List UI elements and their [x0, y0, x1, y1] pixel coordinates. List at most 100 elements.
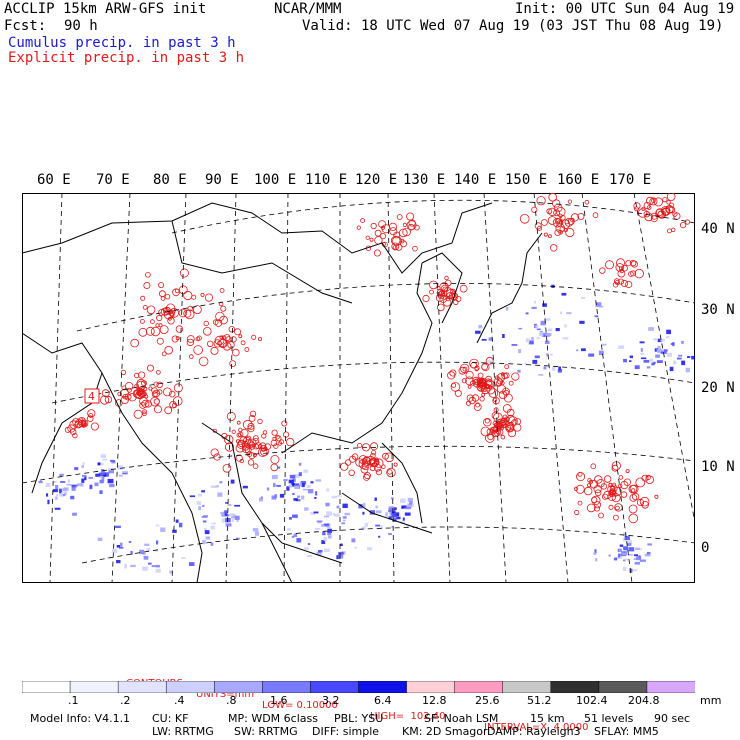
cumulus-precip-cell — [276, 485, 281, 487]
cumulus-precip-cell — [148, 562, 152, 565]
cumulus-precip-cell — [562, 337, 569, 340]
cumulus-precip-cell — [535, 325, 539, 330]
explicit-precip-contour — [74, 419, 84, 428]
cumulus-precip-cell — [254, 531, 259, 536]
cumulus-precip-cell — [502, 334, 505, 338]
cumulus-precip-cell — [566, 312, 572, 315]
cumulus-precip-cell — [328, 535, 332, 539]
cumulus-precip-cell — [666, 329, 671, 335]
explicit-precip-contour — [402, 227, 411, 237]
cumulus-precip-cell — [198, 506, 201, 511]
cumulus-precip-cell — [99, 490, 103, 494]
cumulus-precip-cell — [633, 558, 637, 560]
cumulus-precip-cell — [594, 315, 599, 318]
cumulus-precip-cell — [71, 486, 77, 489]
cumulus-precip-cell — [623, 559, 626, 562]
explicit-precip-contour — [465, 400, 471, 406]
explicit-precip-contour — [575, 484, 585, 494]
colorbar-tick: 3.2 — [322, 694, 340, 707]
cumulus-precip-cell — [380, 525, 383, 530]
explicit-precip-contour — [138, 327, 148, 337]
explicit-precip-contour — [558, 229, 563, 235]
explicit-precip-contour — [150, 326, 161, 337]
cumulus-precip-cell — [46, 493, 49, 497]
cumulus-precip-cell — [536, 328, 541, 331]
contours-interval: INTERVAL=X 4.0000 — [484, 722, 589, 733]
explicit-precip-contour — [384, 452, 395, 463]
explicit-precip-contour — [555, 218, 561, 224]
cumulus-precip-cell — [252, 528, 259, 532]
explicit-precip-contour — [412, 245, 418, 252]
explicit-precip-contour — [639, 496, 650, 507]
model-info: Model Info: V4.1.1 — [30, 712, 131, 725]
cumulus-precip-cell — [45, 483, 51, 488]
explicit-precip-contour — [592, 212, 599, 218]
explicit-precip-contour — [611, 493, 621, 503]
cumulus-precip-cell — [322, 531, 326, 536]
explicit-precip-contour — [236, 440, 246, 449]
cumulus-precip-cell — [310, 512, 316, 515]
cumulus-precip-cell — [143, 555, 149, 560]
explicit-precip-contour — [666, 200, 671, 205]
explicit-precip-contour — [608, 482, 613, 487]
cumulus-precip-cell — [306, 554, 312, 557]
explicit-precip-contour — [348, 455, 356, 463]
cumulus-precip-cell — [303, 469, 309, 473]
cumulus-precip-cell — [687, 356, 691, 358]
cumulus-precip-cell — [324, 548, 330, 553]
explicit-precip-contour — [259, 442, 267, 450]
explicit-precip-contour — [253, 443, 260, 450]
explicit-precip-contour — [164, 406, 173, 415]
colorbar-tick: .4 — [174, 694, 185, 707]
diffusion: DIFF: simple — [312, 725, 380, 738]
explicit-precip-contour — [144, 400, 152, 408]
cumulus-precip-cell — [518, 327, 523, 330]
explicit-precip-contour — [628, 513, 639, 524]
colorbar-tick: .1 — [68, 694, 79, 707]
explicit-precip-contour — [232, 348, 240, 357]
cumulus-precip-cell — [95, 473, 101, 477]
cumulus-precip-cell — [58, 488, 63, 492]
cumulus-precip-cell — [354, 546, 357, 549]
explicit-precip-contour — [514, 418, 522, 425]
explicit-precip-contour — [344, 459, 352, 466]
colorbar-segment — [502, 681, 552, 693]
cumulus-precip-cell — [62, 487, 67, 491]
explicit-precip-contour — [363, 456, 370, 463]
cumulus-precip-cell — [401, 505, 407, 509]
cumulus-precip-cell — [224, 510, 228, 515]
explicit-precip-contour — [193, 345, 203, 355]
cumulus-precip-cell — [80, 483, 84, 487]
colorbar-segment — [117, 681, 167, 693]
cumulus-precip-cell — [334, 513, 340, 517]
cumulus-precip-cell — [622, 532, 627, 537]
explicit-precip-contour — [641, 474, 649, 482]
explicit-precip-contour — [143, 282, 151, 290]
cumulus-precip-cell — [298, 472, 302, 477]
explicit-precip-contour — [220, 305, 227, 312]
lon-label: 90 E — [205, 172, 239, 188]
cumulus-precip-cell — [678, 354, 683, 357]
explicit-precip-contour — [645, 474, 651, 480]
cumulus-precip-cell — [618, 345, 625, 349]
explicit-precip-contour — [402, 222, 407, 227]
cumulus-precip-cell — [197, 493, 202, 497]
explicit-precip-contour — [646, 205, 652, 210]
explicit-precip-contour — [187, 305, 193, 312]
cumulus-precip-cell — [622, 566, 627, 571]
explicit-precip-contour — [235, 454, 243, 462]
cumulus-precip-cell — [666, 352, 672, 357]
colorbar-tick: 1.6 — [270, 694, 288, 707]
explicit-precip-contour — [141, 399, 150, 408]
explicit-precip-contour — [160, 296, 166, 301]
explicit-precip-contour — [381, 224, 391, 234]
cumulus-precip-cell — [225, 523, 232, 527]
explicit-precip-contour — [481, 384, 487, 389]
lon-label: 80 E — [153, 172, 187, 188]
explicit-precip-contour — [203, 327, 212, 336]
cumulus-precip-cell — [343, 519, 346, 522]
cumulus-precip-cell — [189, 562, 195, 566]
explicit-precip-contour — [239, 458, 244, 464]
explicit-precip-contour — [361, 443, 371, 452]
cumulus-precip-cell — [296, 538, 302, 543]
